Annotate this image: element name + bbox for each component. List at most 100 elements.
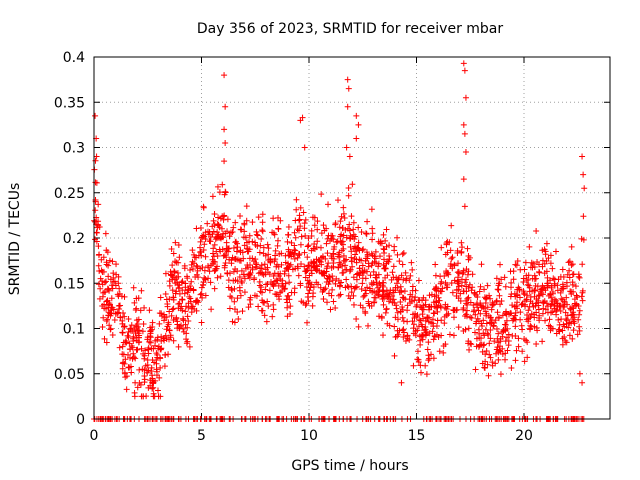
data-point — [425, 318, 432, 325]
data-point — [404, 318, 411, 325]
data-point — [206, 268, 213, 275]
data-point — [346, 268, 353, 275]
data-point — [536, 292, 543, 299]
data-point — [526, 243, 533, 250]
data-point — [279, 280, 286, 287]
data-point — [226, 233, 233, 240]
data-point — [165, 321, 172, 328]
data-point — [259, 219, 266, 226]
data-point — [527, 322, 534, 329]
data-point — [208, 262, 215, 269]
data-point — [253, 293, 260, 300]
data-point — [265, 303, 272, 310]
data-point — [401, 329, 408, 336]
data-point — [565, 324, 572, 331]
data-point — [106, 257, 113, 264]
data-point — [333, 239, 340, 246]
data-point — [328, 255, 335, 262]
data-point — [291, 285, 298, 292]
data-point — [168, 245, 175, 252]
data-point — [351, 243, 358, 250]
data-point — [126, 364, 133, 371]
data-point — [557, 302, 564, 309]
data-point — [459, 270, 466, 277]
data-point — [512, 261, 519, 268]
data-point — [364, 284, 371, 291]
data-point — [575, 273, 582, 280]
data-point — [288, 289, 295, 296]
y-tick-label: 0.25 — [54, 186, 85, 202]
data-point — [230, 224, 237, 231]
data-point — [216, 189, 223, 196]
data-point — [381, 246, 388, 253]
data-point — [223, 239, 230, 246]
data-point — [345, 85, 352, 92]
data-point — [284, 304, 291, 311]
data-point — [390, 274, 397, 281]
data-point — [465, 340, 472, 347]
data-point — [556, 303, 563, 310]
data-point — [336, 224, 343, 231]
data-point — [320, 296, 327, 303]
data-point — [362, 308, 369, 315]
data-point — [501, 274, 508, 281]
data-point — [437, 273, 444, 280]
data-point — [297, 223, 304, 230]
data-point — [239, 308, 246, 315]
data-point — [144, 361, 151, 368]
data-point — [311, 241, 318, 248]
data-point — [265, 245, 272, 252]
data-point — [304, 294, 311, 301]
data-point — [554, 287, 561, 294]
data-point — [407, 272, 414, 279]
data-point — [197, 291, 204, 298]
data-point — [469, 284, 476, 291]
data-point — [230, 245, 237, 252]
data-point — [420, 302, 427, 309]
data-point — [169, 276, 176, 283]
data-point — [411, 297, 418, 304]
data-point — [131, 393, 138, 400]
data-point — [238, 267, 245, 274]
data-point — [415, 277, 422, 284]
data-point — [552, 308, 559, 315]
data-point — [332, 220, 339, 227]
data-point — [425, 357, 432, 364]
data-point — [412, 328, 419, 335]
data-point — [308, 281, 315, 288]
data-point — [140, 350, 147, 357]
data-point — [448, 222, 455, 229]
data-point — [547, 309, 554, 316]
data-point — [414, 348, 421, 355]
data-point — [100, 268, 107, 275]
data-point — [271, 278, 278, 285]
data-point — [522, 303, 529, 310]
data-point — [572, 283, 579, 290]
data-point — [561, 323, 568, 330]
data-point — [464, 271, 471, 278]
data-point — [353, 259, 360, 266]
data-point — [336, 283, 343, 290]
data-point — [292, 247, 299, 254]
data-point — [425, 339, 432, 346]
data-point — [353, 316, 360, 323]
data-point — [571, 314, 578, 321]
data-point — [233, 248, 240, 255]
data-point — [369, 230, 376, 237]
data-point — [198, 319, 205, 326]
data-point — [471, 290, 478, 297]
data-point — [462, 94, 469, 101]
data-point — [176, 254, 183, 261]
data-point — [355, 323, 362, 330]
data-point — [424, 346, 431, 353]
data-point — [186, 293, 193, 300]
data-point — [184, 338, 191, 345]
data-point — [217, 215, 224, 222]
data-point — [325, 260, 332, 267]
data-point — [256, 278, 263, 285]
data-point — [136, 366, 143, 373]
data-point — [402, 337, 409, 344]
data-point — [579, 153, 586, 160]
data-point — [205, 231, 212, 238]
data-point — [133, 334, 140, 341]
